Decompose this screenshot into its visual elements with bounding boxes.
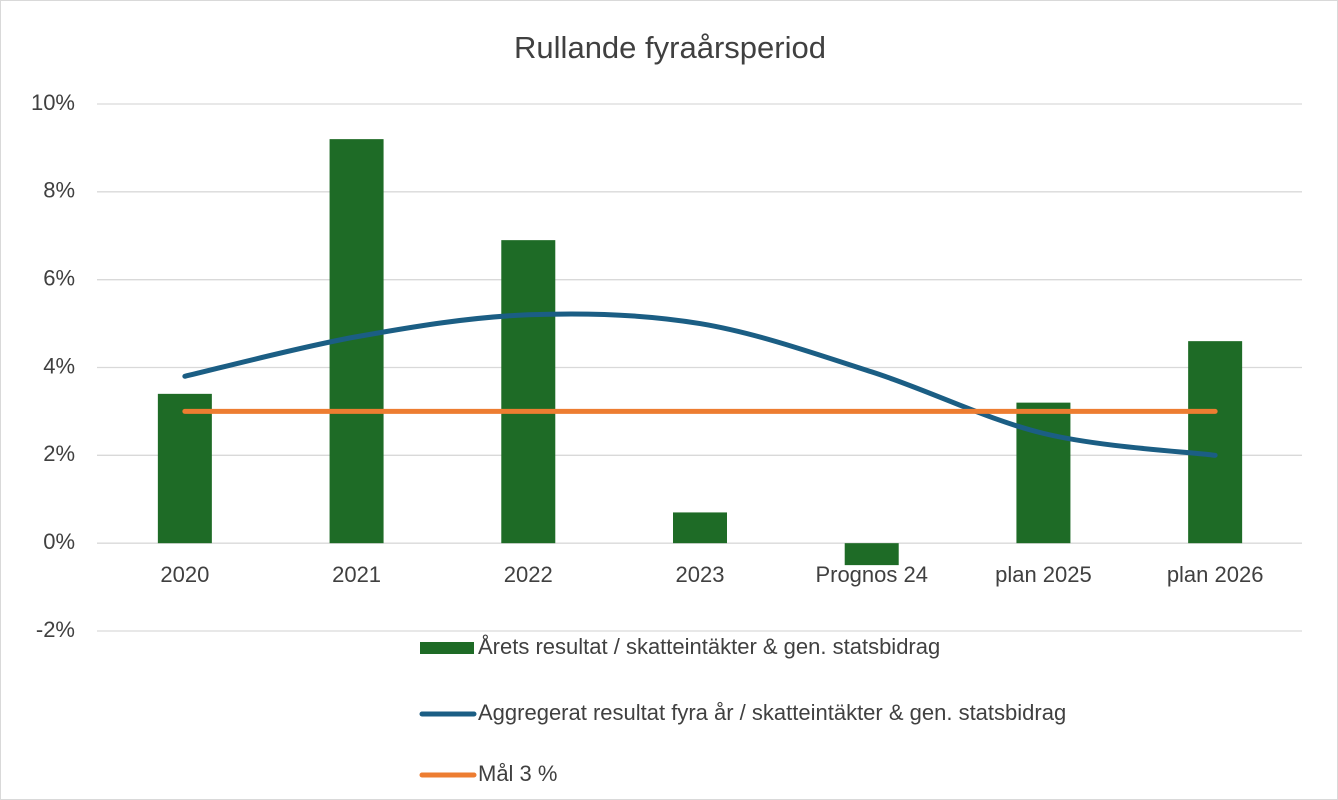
bar xyxy=(1188,341,1243,544)
line xyxy=(182,311,1218,458)
legend-label: Aggregerat resultat fyra år / skatteintä… xyxy=(478,700,1066,725)
bar xyxy=(157,393,212,544)
y-tick-label: 6% xyxy=(43,265,75,290)
bar xyxy=(1016,402,1071,544)
bar xyxy=(844,543,899,566)
chart-title: Rullande fyraårsperiod xyxy=(514,30,826,65)
bar xyxy=(673,512,727,544)
x-tick-label: 2021 xyxy=(332,562,381,587)
x-tick-label: plan 2025 xyxy=(995,562,1092,587)
y-tick-label: 8% xyxy=(43,178,75,203)
legend-swatch xyxy=(420,642,474,654)
x-tick-label: Prognos 24 xyxy=(815,562,928,587)
y-tick-label: 2% xyxy=(43,441,75,466)
y-tick-label: 0% xyxy=(43,529,75,554)
x-tick-label: 2022 xyxy=(504,562,553,587)
x-tick-label: 2023 xyxy=(676,562,725,587)
y-tick-label: 4% xyxy=(43,353,75,378)
bar xyxy=(501,240,556,544)
y-tick-label: 10% xyxy=(31,90,75,115)
legend-label: Mål 3 % xyxy=(478,761,557,786)
x-tick-label: 2020 xyxy=(160,562,209,587)
x-tick-label: plan 2026 xyxy=(1167,562,1264,587)
y-tick-label: -2% xyxy=(36,617,75,642)
legend-label: Årets resultat / skatteintäkter & gen. s… xyxy=(478,634,940,659)
